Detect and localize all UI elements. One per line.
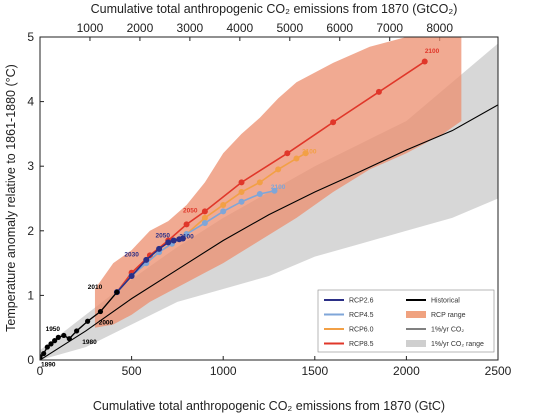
point-label: 2100 bbox=[271, 184, 286, 191]
point-label: 2000 bbox=[99, 319, 114, 326]
point-historical bbox=[85, 318, 91, 324]
point-historical bbox=[41, 350, 47, 357]
point-rcp85 bbox=[238, 179, 245, 186]
point-rcp26 bbox=[179, 235, 186, 242]
point-label: 2030 bbox=[124, 252, 139, 259]
x-tick-label: 2500 bbox=[485, 364, 512, 378]
point-rcp26 bbox=[143, 256, 150, 263]
legend-label: RCP2.6 bbox=[349, 298, 374, 305]
point-rcp45 bbox=[271, 187, 278, 194]
legend-label: 1%/yr CO₂ bbox=[431, 327, 464, 334]
legend: RCP2.6 Historical RCP4.5 RCP range RCP6.0 1%/… bbox=[317, 289, 495, 353]
point-rcp85 bbox=[330, 119, 337, 126]
point-label: 1950 bbox=[46, 326, 61, 333]
legend-label: RCP4.5 bbox=[349, 312, 374, 319]
legend-label: Historical bbox=[431, 298, 460, 305]
point-rcp60 bbox=[256, 179, 263, 186]
point-label: 2010 bbox=[88, 284, 103, 291]
series-layer bbox=[40, 58, 428, 360]
point-label: 2050 bbox=[183, 208, 198, 215]
x-tick-label: 1000 bbox=[210, 364, 237, 378]
top-tick-label: 2000 bbox=[127, 21, 154, 35]
legend-swatch-rcp_range bbox=[406, 311, 426, 318]
x-tick-label: 2000 bbox=[393, 364, 420, 378]
point-label: 1980 bbox=[82, 339, 97, 346]
plot-frame bbox=[39, 36, 499, 361]
legend-label: RCP6.0 bbox=[349, 327, 374, 334]
point-rcp26 bbox=[170, 237, 177, 244]
top-axis-label: Cumulative total anthropogenic CO₂ emiss… bbox=[91, 2, 458, 16]
x-tick-label: 0 bbox=[37, 364, 44, 378]
legend-label: 1%/yr CO₂ range bbox=[431, 341, 484, 348]
point-rcp45 bbox=[220, 208, 227, 215]
point-rcp85 bbox=[421, 58, 428, 65]
y-tick-label: 5 bbox=[27, 30, 34, 44]
point-rcp45 bbox=[201, 220, 208, 227]
point-rcp60 bbox=[275, 166, 282, 173]
point-historical bbox=[48, 341, 54, 347]
point-rcp60 bbox=[238, 189, 245, 196]
one-pct-co2-line bbox=[40, 104, 498, 360]
top-tick-label: 3000 bbox=[177, 21, 204, 35]
point-rcp85 bbox=[201, 208, 208, 215]
point-label: 2050 bbox=[156, 232, 171, 239]
top-tick-label: 6000 bbox=[326, 21, 353, 35]
point-rcp60 bbox=[220, 201, 227, 208]
point-historical bbox=[114, 289, 120, 295]
point-rcp45 bbox=[238, 198, 245, 205]
point-rcp60 bbox=[201, 214, 208, 221]
point-rcp85 bbox=[375, 88, 382, 95]
x-tick-label: 1500 bbox=[301, 364, 328, 378]
y-tick-label: 0 bbox=[27, 353, 34, 367]
point-rcp60 bbox=[293, 155, 300, 162]
top-tick-label: 8000 bbox=[426, 21, 453, 35]
point-historical bbox=[66, 336, 72, 342]
legend-label: RCP8.5 bbox=[349, 341, 374, 348]
x-tick-label: 500 bbox=[122, 364, 142, 378]
top-axis-ticks: 1000 2000 3000 4000 5000 6000 7000 8000 bbox=[77, 21, 453, 41]
top-tick-label: 4000 bbox=[226, 21, 253, 35]
point-label: 2100 bbox=[302, 148, 317, 155]
y-tick-label: 4 bbox=[27, 95, 34, 109]
bottom-axis-label: Cumulative total anthropogenic CO₂ emiss… bbox=[93, 399, 445, 413]
top-tick-label: 1000 bbox=[77, 21, 104, 35]
point-historical bbox=[74, 328, 80, 334]
left-axis-ticks: 0 1 2 3 4 5 bbox=[27, 30, 44, 367]
point-rcp85 bbox=[183, 221, 190, 228]
point-historical bbox=[55, 334, 61, 340]
legend-swatch-one_pct_range bbox=[406, 340, 426, 347]
bottom-axis-ticks: 0 500 1000 1500 2000 2500 bbox=[37, 356, 512, 378]
point-rcp26 bbox=[165, 239, 172, 246]
rcp-range-band bbox=[94, 37, 462, 328]
point-label: 2100 bbox=[425, 48, 440, 55]
point-label: 2100 bbox=[179, 234, 194, 241]
point-rcp26 bbox=[156, 245, 163, 252]
top-tick-label: 7000 bbox=[376, 21, 403, 35]
point-rcp60 bbox=[302, 150, 309, 157]
point-rcp26 bbox=[128, 273, 135, 280]
point-rcp85 bbox=[146, 252, 153, 259]
y-tick-label: 2 bbox=[27, 224, 34, 238]
point-rcp45 bbox=[183, 231, 190, 238]
legend-label: RCP range bbox=[431, 312, 466, 319]
top-tick-label: 5000 bbox=[276, 21, 303, 35]
point-historical bbox=[97, 308, 104, 315]
y-axis-label: Temperature anomaly relative to 1861-188… bbox=[4, 64, 18, 332]
point-rcp45 bbox=[256, 190, 263, 197]
point-label: 1890 bbox=[41, 361, 56, 368]
y-tick-label: 3 bbox=[27, 159, 34, 173]
point-label-layer: 1890 1950 1980 2000 2010 2030 2050 2100 2050 2100… bbox=[41, 48, 440, 368]
y-tick-label: 1 bbox=[27, 288, 34, 302]
point-historical bbox=[44, 344, 50, 350]
point-historical bbox=[61, 332, 67, 339]
point-historical bbox=[52, 338, 58, 344]
point-rcp85 bbox=[284, 150, 291, 157]
